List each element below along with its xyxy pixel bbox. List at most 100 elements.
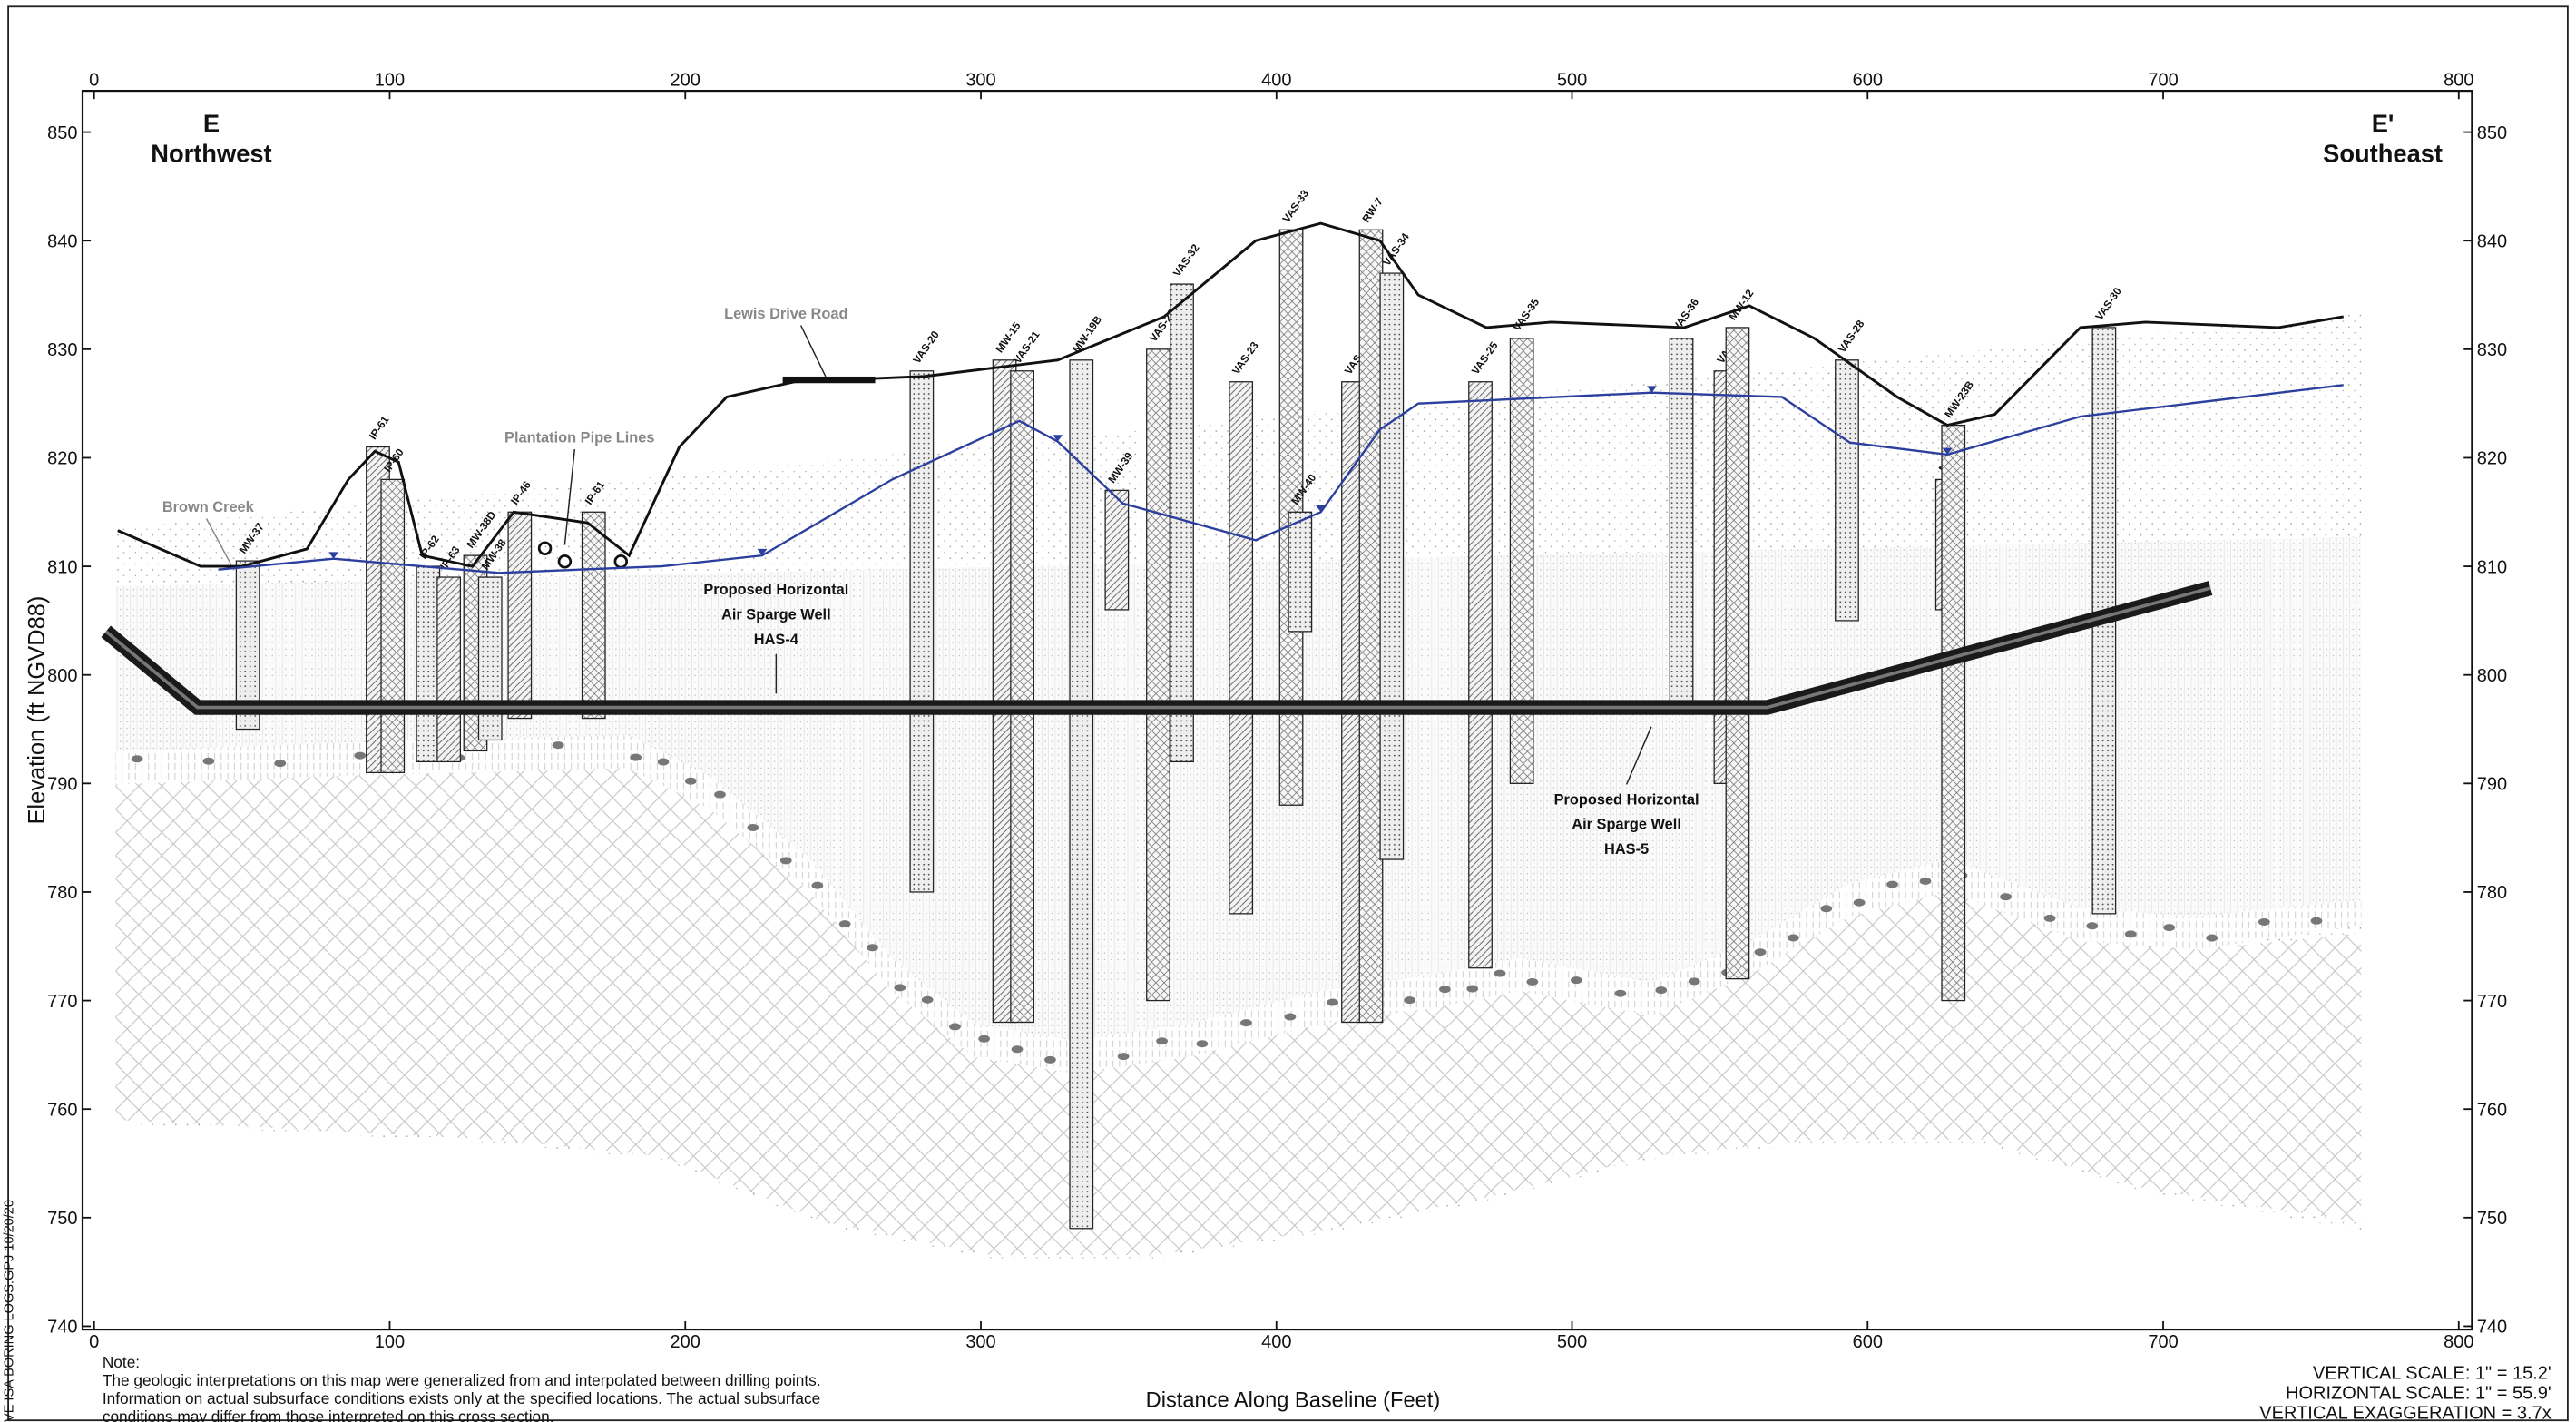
boring [1835, 359, 1859, 622]
gravel-clast [867, 944, 878, 952]
gravel-clast [894, 984, 906, 992]
y-tick-label: 850 [2477, 123, 2507, 143]
boring-label: VAS-30 [2092, 285, 2124, 323]
gravel-band [115, 734, 2362, 1074]
x-tick-label: 700 [2148, 1332, 2178, 1352]
scale-text: HORIZONTAL SCALE: 1" = 55.9' [2286, 1384, 2552, 1404]
gravel-clast [2258, 917, 2270, 926]
end-direction: Southeast [2323, 139, 2443, 167]
boring [1229, 381, 1254, 915]
y-tick-label: 820 [47, 449, 77, 469]
note-line: Information on actual subsurface conditi… [103, 1389, 820, 1407]
x-axis-label: Distance Along Baseline (Feet) [1146, 1389, 1441, 1413]
end-letter: E [203, 110, 220, 138]
gravel-clast [684, 777, 697, 785]
gravel-clast [1526, 977, 1539, 986]
gravel-clast [202, 757, 215, 765]
gravel-clast [838, 920, 851, 928]
y-tick-label: 790 [2477, 775, 2507, 795]
note-line: conditions may differ from those interpr… [103, 1407, 554, 1422]
gravel-clast [2086, 922, 2099, 930]
boring-label: VAS-20 [910, 329, 942, 367]
y-tick-label: 750 [47, 1209, 77, 1229]
gravel-clast [1571, 976, 1582, 985]
gravel-clast [1688, 977, 1700, 986]
sparge-well-core [1158, 586, 2211, 710]
gravel-clast [1788, 934, 1799, 942]
x-tick-label: 400 [1261, 1332, 1291, 1352]
boring [1379, 272, 1405, 860]
page-border [7, 5, 2569, 1422]
x-tick-label: 600 [1853, 1332, 1883, 1352]
y-tick-label: 740 [47, 1318, 77, 1338]
gravel-clast [714, 790, 726, 799]
gravel-clast [1284, 1013, 1297, 1021]
gravel-clast [1011, 1045, 1024, 1054]
gravel-clast [811, 881, 824, 889]
leader [563, 448, 576, 545]
y-tick-label: 770 [2477, 992, 2507, 1012]
gravel-clast [1919, 877, 1932, 885]
gravel-clast [274, 760, 287, 768]
y-tick-label: 740 [2477, 1318, 2507, 1338]
y-tick-label: 810 [2477, 557, 2507, 577]
boring-label: VAS-35 [1510, 296, 1542, 334]
gravel-clast [2124, 930, 2137, 938]
water-marker [1942, 447, 1953, 455]
y-tick-label: 810 [47, 557, 77, 577]
y-tick-label: 780 [2477, 883, 2507, 903]
gravel-clast [1404, 996, 1415, 1005]
boring-label: RW-7 [1359, 195, 1386, 225]
boring-label: VAS-33 [1279, 187, 1311, 225]
spacer [784, 381, 825, 413]
gravel-clast [2000, 893, 2012, 901]
gravel-clast [2206, 934, 2218, 942]
gravel-clast [921, 995, 934, 1004]
bedrock [115, 768, 2362, 1256]
x-tick-label: 300 [965, 1332, 995, 1352]
boring [581, 511, 606, 720]
x-tick-label: 800 [2444, 71, 2473, 91]
boring [1146, 348, 1170, 1002]
gravel-clast [1820, 905, 1833, 913]
pipe [537, 541, 553, 555]
gravel-clast [552, 741, 564, 750]
gravel-clast [747, 823, 759, 831]
x-tick-label: 500 [1557, 71, 1587, 91]
boring-label: VAS-32 [1170, 241, 1202, 279]
gravel-clast [1044, 1055, 1056, 1064]
gravel-clast [1754, 948, 1767, 956]
gravel-clast [2310, 917, 2323, 925]
y-tick-label: 840 [2477, 231, 2507, 251]
x-tick-label: 800 [2444, 1332, 2473, 1352]
boring [1669, 338, 1694, 709]
gravel-clast [1494, 969, 1506, 977]
gravel-clast [630, 753, 642, 761]
y-tick-label: 830 [47, 340, 77, 360]
end-direction: Northwest [151, 139, 271, 167]
leader [1625, 726, 1652, 785]
boring [1104, 489, 1130, 611]
note-heading: Note: [103, 1353, 140, 1371]
gravel-clast [2043, 914, 2056, 922]
y-tick-label: 800 [47, 666, 77, 686]
gravel-clast [949, 1023, 961, 1031]
boring [1358, 229, 1384, 1024]
boring [1509, 338, 1534, 784]
x-tick-label: 300 [965, 71, 995, 91]
y-tick-label: 800 [2477, 666, 2507, 686]
boring [1010, 370, 1034, 1024]
boring-label: VAS-25 [1469, 339, 1501, 378]
y-tick-label: 770 [47, 992, 77, 1012]
sparge-well-core [104, 630, 1159, 710]
gravel-clast [1117, 1053, 1130, 1061]
gravel-clast [354, 751, 367, 760]
x-tick-label: 100 [375, 71, 405, 91]
y-tick-label: 780 [47, 883, 77, 903]
boring [1941, 424, 1966, 1002]
scale-text: VERTICAL SCALE: 1" = 15.2' [2313, 1364, 2552, 1384]
gravel-clast [1655, 986, 1668, 995]
boring [436, 576, 462, 763]
boring-label: IP-61 [367, 413, 392, 442]
